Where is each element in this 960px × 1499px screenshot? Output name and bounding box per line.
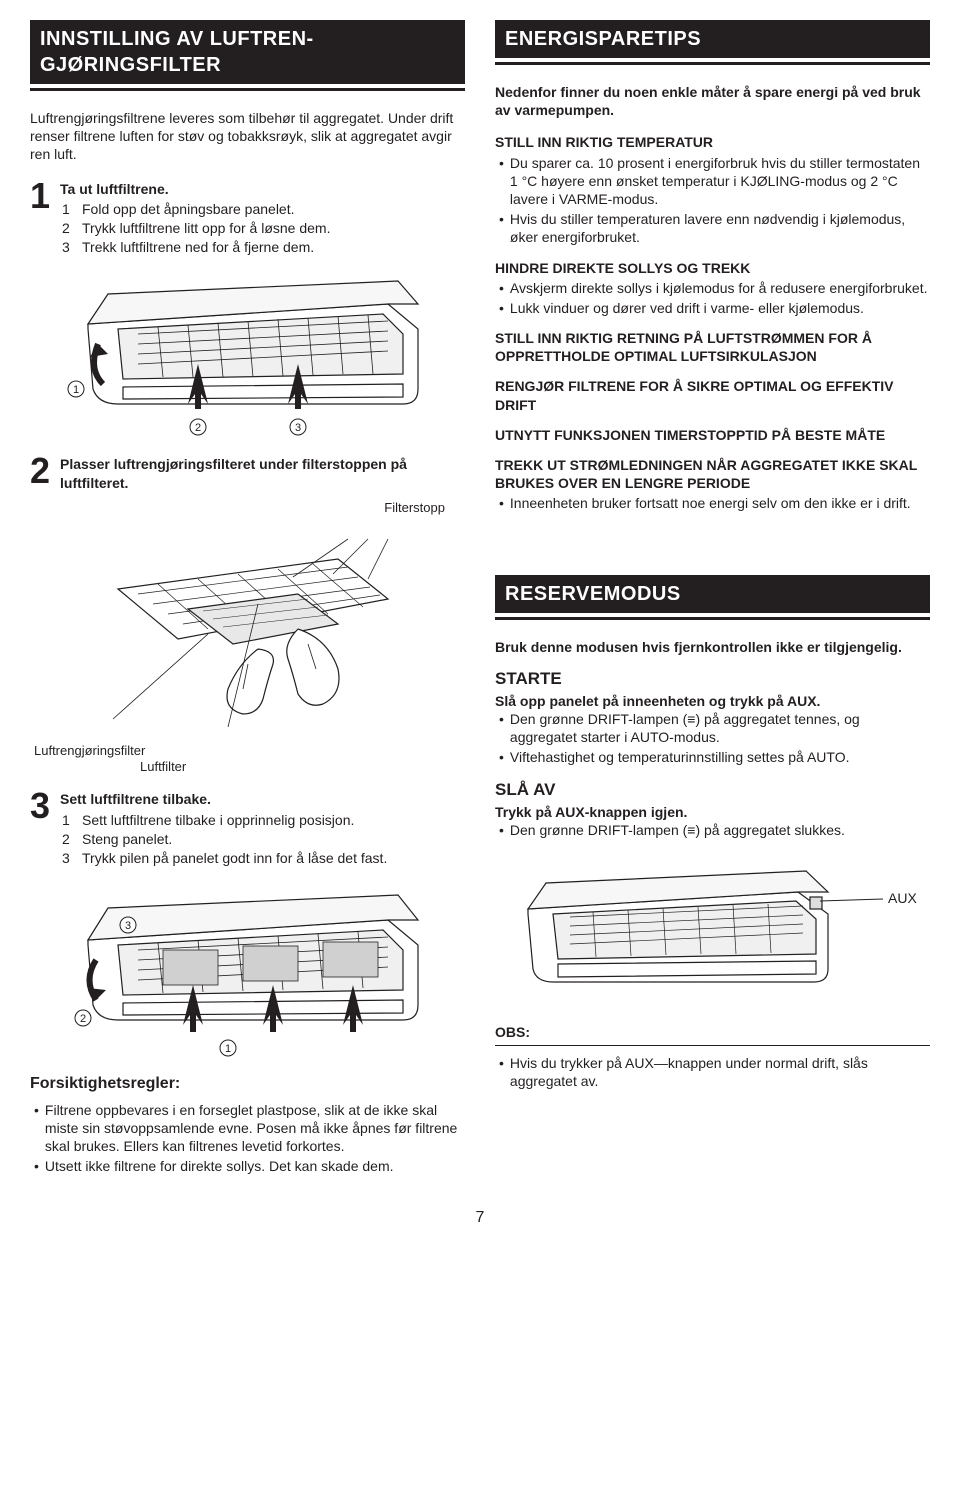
obs-b1: Hvis du trykker på AUX—knappen under nor…: [510, 1054, 930, 1090]
temp-b1: Du sparer ca. 10 prosent i energiforbruk…: [510, 154, 930, 209]
off-b1: Den grønne DRIFT-lampen (≡) på aggregate…: [510, 821, 930, 839]
svg-text:2: 2: [79, 1013, 85, 1025]
obs-divider: [495, 1045, 930, 1046]
label-luftfilter: Luftfilter: [30, 759, 465, 776]
step3-sub1-t: Sett luftfiltrene tilbake i opprinnelig …: [82, 811, 354, 829]
right-header-2-underline: [495, 617, 930, 620]
step-1: 1 Ta ut luftfiltrene. 1 Fold opp det åpni…: [30, 178, 465, 258]
step3-sub2-t: Steng panelet.: [82, 830, 172, 848]
left-intro: Luftrengjøringsfiltrene leveres som tilb…: [30, 109, 465, 164]
bullet-dot: •: [34, 1101, 39, 1156]
step1-sub1-n: 1: [62, 200, 74, 218]
bullet-dot: •: [499, 279, 504, 297]
right-column: ENERGISPARETIPS Nedenfor finner du noen …: [495, 20, 930, 1178]
left-column: INNSTILLING AV LUFTREN-GJØRINGSFILTER Lu…: [30, 20, 465, 1178]
svg-text:3: 3: [294, 422, 300, 434]
precaution-2: Utsett ikke filtrene for direkte sollys.…: [45, 1157, 465, 1175]
bullet-dot: •: [499, 494, 504, 512]
svg-text:3: 3: [124, 920, 130, 932]
svg-text:1: 1: [224, 1043, 230, 1055]
step-3: 3 Sett luftfiltrene tilbake. 1 Sett luftf…: [30, 788, 465, 868]
figure-unit-open: 1 2 3: [30, 269, 465, 439]
sub-airflow: STILL INN RIKTIG RETNING PÅ LUFTSTRØMMEN…: [495, 329, 930, 365]
sub-clean: RENGJØR FILTRENE FOR Å SIKRE OPTIMAL OG …: [495, 377, 930, 413]
bullet-dot: •: [499, 210, 504, 246]
right-header-2: RESERVEMODUS: [495, 575, 930, 613]
right-header-1-underline: [495, 62, 930, 65]
step-1-title: Ta ut luftfiltrene.: [60, 180, 465, 198]
step1-sub1-t: Fold opp det åpningsbare panelet.: [82, 200, 295, 218]
sub-timer: UTNYTT FUNKSJONEN TIMERSTOPPTID PÅ BESTE…: [495, 426, 930, 444]
temp-b2: Hvis du stiller temperaturen lavere enn …: [510, 210, 930, 246]
sub-start: STARTE: [495, 668, 930, 690]
start-b1: Den grønne DRIFT-lampen (≡) på aggregate…: [510, 710, 930, 746]
step1-sub3-t: Trekk luftfiltrene ned for å fjerne dem.: [82, 238, 314, 256]
precautions-title: Forsiktighetsregler:: [30, 1074, 465, 1095]
step1-sub3-n: 3: [62, 238, 74, 256]
step-3-title: Sett luftfiltrene tilbake.: [60, 790, 465, 808]
figure-filter-insert: [30, 529, 465, 729]
sub-off: SLÅ AV: [495, 779, 930, 801]
label-luftrengjoringsfilter: Luftrengjøringsfilter: [30, 743, 465, 760]
step3-sub3-n: 3: [62, 849, 74, 867]
page-number: 7: [30, 1208, 930, 1229]
start-b2: Viftehastighet og temperaturinnstilling …: [510, 748, 930, 766]
step-1-number: 1: [30, 178, 60, 258]
sun-b2: Lukk vinduer og dører ved drift i varme-…: [510, 299, 930, 317]
bullet-dot: •: [499, 821, 504, 839]
left-header-underline: [30, 88, 465, 91]
step-2-title: Plasser luftrengjøringsfilteret under fi…: [60, 455, 465, 491]
figure-aux: AUX: [495, 859, 930, 1009]
svg-text:1: 1: [72, 384, 78, 396]
bullet-dot: •: [499, 1054, 504, 1090]
unplug-b1: Inneenheten bruker fortsatt noe energi s…: [510, 494, 930, 512]
sub-unplug: TREKK UT STRØMLEDNINGEN NÅR AGGREGATET I…: [495, 456, 930, 492]
left-header: INNSTILLING AV LUFTREN-GJØRINGSFILTER: [30, 20, 465, 84]
off-line: Trykk på AUX-knappen igjen.: [495, 803, 930, 821]
aux-label-svg: AUX: [888, 890, 917, 906]
label-filterstopp: Filterstopp: [30, 500, 465, 517]
bullet-dot: •: [499, 154, 504, 209]
step-3-number: 3: [30, 788, 60, 868]
reserve-intro: Bruk denne modusen hvis fjernkontrollen …: [495, 638, 930, 656]
bullet-dot: •: [499, 710, 504, 746]
sun-b1: Avskjerm direkte sollys i kjølemodus for…: [510, 279, 930, 297]
bullet-dot: •: [34, 1157, 39, 1175]
step3-sub3-t: Trykk pilen på panelet godt inn for å lå…: [82, 849, 387, 867]
energy-intro: Nedenfor finner du noen enkle måter å sp…: [495, 83, 930, 119]
right-header-1: ENERGISPARETIPS: [495, 20, 930, 58]
precaution-1: Filtrene oppbevares i en forseglet plast…: [45, 1101, 465, 1156]
step-2: 2 Plasser luftrengjøringsfilteret under …: [30, 453, 465, 493]
sub-sun: HINDRE DIREKTE SOLLYS OG TREKK: [495, 259, 930, 277]
step3-sub1-n: 1: [62, 811, 74, 829]
page-columns: INNSTILLING AV LUFTREN-GJØRINGSFILTER Lu…: [30, 20, 930, 1178]
bullet-dot: •: [499, 299, 504, 317]
step-2-number: 2: [30, 453, 60, 493]
start-line: Slå opp panelet på inneenheten og trykk …: [495, 692, 930, 710]
figure-unit-close: 3 2 1: [30, 880, 465, 1060]
obs-title: OBS:: [495, 1023, 930, 1041]
sub-temp: STILL INN RIKTIG TEMPERATUR: [495, 133, 930, 151]
step1-sub2-n: 2: [62, 219, 74, 237]
svg-text:2: 2: [194, 422, 200, 434]
bullet-dot: •: [499, 748, 504, 766]
step1-sub2-t: Trykk luftfiltrene litt opp for å løsne …: [82, 219, 330, 237]
step3-sub2-n: 2: [62, 830, 74, 848]
